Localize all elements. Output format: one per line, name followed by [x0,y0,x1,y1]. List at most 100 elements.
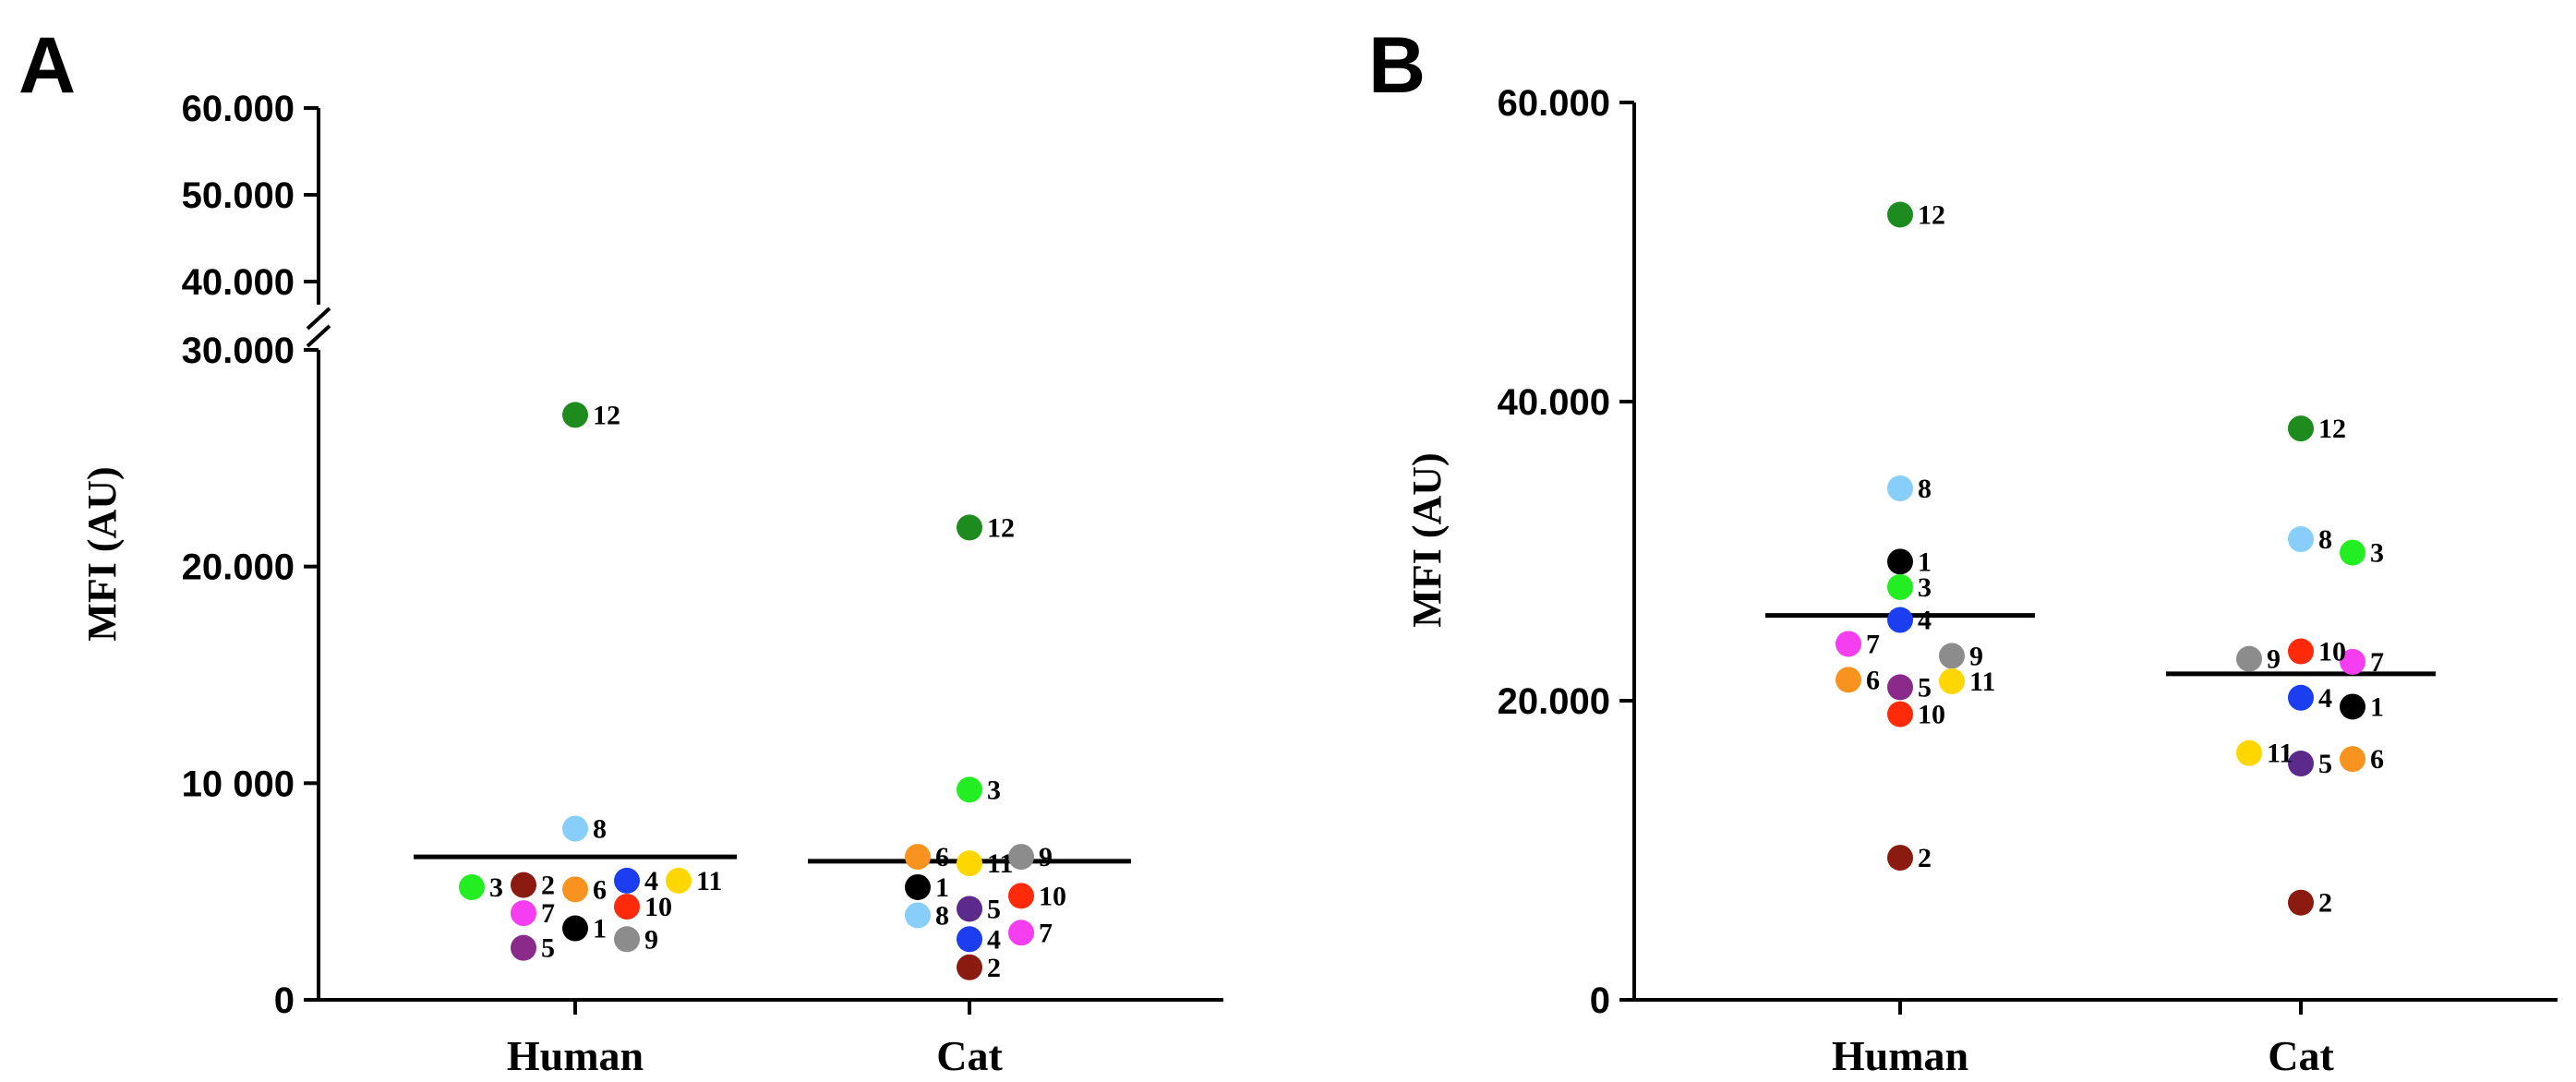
data-point [562,915,588,942]
data-point [1836,667,1861,693]
y-tick-label: 60.000 [1498,83,1610,124]
data-point [511,872,536,898]
data-point-label: 2 [2318,888,2332,919]
x-tick-label-cat: Cat [936,1032,1003,1079]
data-point [511,900,536,927]
data-point-label: 2 [1918,843,1932,873]
data-point [905,873,931,900]
data-point [2340,648,2365,675]
y-tick-label: 0 [1590,980,1610,1021]
data-point-label: 1 [593,914,607,944]
data-point-label: 10 [1918,700,1945,730]
data-point [1887,548,1913,575]
panel-letter: B [1368,21,1426,110]
y-axis-title: MFI (AU) [79,466,125,641]
data-point [1887,475,1913,501]
data-point [2340,746,2365,773]
data-point [957,514,982,541]
data-point [957,896,982,922]
panel-a: A MFI (AU) 0 10 000 20.000 30.000 40.000 50.000… [18,21,1223,1079]
data-point-label: 12 [987,512,1015,543]
data-point [1939,667,1965,694]
data-point [2288,889,2314,916]
data-point-label: 5 [987,894,1001,924]
data-point [562,815,588,842]
data-point-label: 7 [1866,629,1880,659]
data-point-label: 7 [2370,647,2384,678]
data-point-label: 1 [2370,691,2384,722]
x-tick-label-human: Human [507,1032,644,1079]
data-point [614,894,640,920]
data-point-label: 9 [1969,641,1983,671]
data-point [2340,539,2365,566]
y-tick-label: 20.000 [1498,681,1610,722]
data-point-label: 2 [541,871,555,901]
data-point-label: 3 [2370,538,2384,569]
data-point-label: 7 [541,898,555,929]
data-point-label: 10 [644,892,672,922]
data-point-label: 11 [987,848,1013,879]
y-tick-label: 20.000 [182,547,295,588]
data-point-label: 5 [1918,672,1932,703]
axis-break-mark [306,324,331,348]
data-point [562,402,588,428]
data-point-label: 12 [2318,414,2346,444]
data-point [2288,638,2314,665]
data-point-label: 1 [935,872,949,903]
y-tick-label: 10 000 [182,763,295,804]
data-point [2288,751,2314,777]
data-point-label: 7 [1039,918,1053,948]
data-point [2340,693,2365,720]
data-point-label: 3 [1918,572,1932,603]
y-tick-label: 40.000 [1498,382,1610,423]
data-point-label: 6 [1866,665,1880,695]
data-point-label: 4 [2318,683,2332,714]
data-point [666,867,692,894]
data-point-label: 11 [1969,667,1995,697]
data-point-label: 6 [2370,744,2384,775]
data-point [2236,645,2262,672]
axis-break-mark [306,307,331,331]
y-tick-label: 50.000 [182,175,295,216]
data-point-label: 5 [2318,749,2332,779]
data-point-label: 11 [696,866,722,896]
data-point [957,850,982,877]
data-point [2288,684,2314,711]
data-point [459,873,485,900]
data-point-label: 9 [644,924,658,955]
x-tick-label-cat: Cat [2268,1032,2334,1079]
y-tick-label: 40.000 [182,262,295,303]
data-point [957,954,982,980]
data-point [2288,526,2314,553]
panel-letter: A [18,21,76,110]
y-tick-label: 30.000 [182,331,295,371]
data-point-label: 4 [987,924,1001,955]
data-point-label: 8 [935,900,949,931]
data-point-label: 6 [935,842,949,872]
data-point [1008,883,1034,909]
data-point [614,867,640,894]
data-point [1887,701,1913,727]
data-point-label: 4 [644,866,658,896]
data-point-label: 3 [987,775,1001,805]
data-point [562,876,588,903]
data-point-label: 9 [1039,842,1053,872]
data-point-label: 8 [593,814,607,845]
x-tick-label-human: Human [1832,1032,1968,1079]
data-point-label: 9 [2267,644,2281,675]
data-point-label: 8 [2318,524,2332,555]
data-point [1887,607,1913,633]
data-point [1008,920,1034,946]
data-point [1887,573,1913,600]
y-tick-label: 60.000 [182,89,295,129]
data-point-label: 2 [987,953,1001,983]
y-axis-title: MFI (AU) [1404,452,1450,627]
data-point [614,926,640,953]
data-point-label: 10 [1039,881,1066,911]
data-point [511,934,536,961]
data-point [1939,643,1965,669]
data-point-label: 5 [541,933,555,964]
data-point [2288,415,2314,442]
data-point-label: 6 [593,874,607,905]
